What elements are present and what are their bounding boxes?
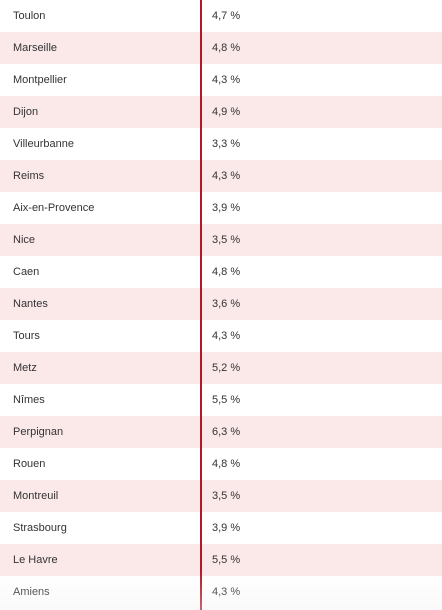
rate-cell: 3,5 %: [212, 234, 241, 246]
table-row: Caen 4,8 %: [0, 256, 442, 288]
rate-cell: 5,5 %: [212, 394, 241, 406]
city-cell: Toulon: [13, 10, 46, 22]
city-cell: Amiens: [13, 586, 50, 598]
table-row: Nîmes 5,5 %: [0, 384, 442, 416]
rate-cell: 4,3 %: [212, 330, 241, 342]
city-cell: Montreuil: [13, 490, 59, 502]
rate-cell: 5,2 %: [212, 362, 241, 374]
city-cell: Villeurbanne: [13, 138, 74, 150]
city-cell: Caen: [13, 266, 40, 278]
city-cell: Perpignan: [13, 426, 64, 438]
rate-cell: 3,9 %: [212, 522, 241, 534]
rate-cell: 4,3 %: [212, 170, 241, 182]
city-cell: Reims: [13, 170, 45, 182]
table-row: Metz 5,2 %: [0, 352, 442, 384]
city-cell: Metz: [13, 362, 37, 374]
rate-cell: 4,8 %: [212, 266, 241, 278]
table-row: Amiens 4,3 %: [0, 576, 442, 608]
city-cell: Aix-en-Provence: [13, 202, 95, 214]
rate-cell: 6,3 %: [212, 426, 241, 438]
rate-cell: 3,3 %: [212, 138, 241, 150]
city-cell: Le Havre: [13, 554, 58, 566]
table-row: Perpignan 6,3 %: [0, 416, 442, 448]
table-row: Marseille 4,8 %: [0, 32, 442, 64]
rate-cell: 4,8 %: [212, 458, 241, 470]
table-row: Reims 4,3 %: [0, 160, 442, 192]
rate-cell: 3,5 %: [212, 490, 241, 502]
table-row: Villeurbanne 3,3 %: [0, 128, 442, 160]
rate-cell: 4,8 %: [212, 42, 241, 54]
city-cell: Montpellier: [13, 74, 67, 86]
column-divider: [200, 0, 202, 610]
city-cell: Nîmes: [13, 394, 45, 406]
rate-cell: 4,7 %: [212, 10, 241, 22]
rate-cell: 4,3 %: [212, 74, 241, 86]
city-cell: Rouen: [13, 458, 46, 470]
city-cell: Marseille: [13, 42, 58, 54]
rate-cell: 4,9 %: [212, 106, 241, 118]
table-row: Dijon 4,9 %: [0, 96, 442, 128]
city-cell: Dijon: [13, 106, 39, 118]
table-row: Tours 4,3 %: [0, 320, 442, 352]
table-row: Aix-en-Provence 3,9 %: [0, 192, 442, 224]
rate-cell: 3,6 %: [212, 298, 241, 310]
table-row: Le Havre 5,5 %: [0, 544, 442, 576]
table-row: Toulon 4,7 %: [0, 0, 442, 32]
city-cell: Tours: [13, 330, 40, 342]
rate-cell: 4,3 %: [212, 586, 241, 598]
table-row: Nantes 3,6 %: [0, 288, 442, 320]
city-cell: Nice: [13, 234, 36, 246]
table-row: Montreuil 3,5 %: [0, 480, 442, 512]
city-cell: Nantes: [13, 298, 48, 310]
city-cell: Strasbourg: [13, 522, 67, 534]
table-row: Strasbourg 3,9 %: [0, 512, 442, 544]
table-row: Montpellier 4,3 %: [0, 64, 442, 96]
table-row: Nice 3,5 %: [0, 224, 442, 256]
table-row: Rouen 4,8 %: [0, 448, 442, 480]
rate-cell: 5,5 %: [212, 554, 241, 566]
rate-cell: 3,9 %: [212, 202, 241, 214]
